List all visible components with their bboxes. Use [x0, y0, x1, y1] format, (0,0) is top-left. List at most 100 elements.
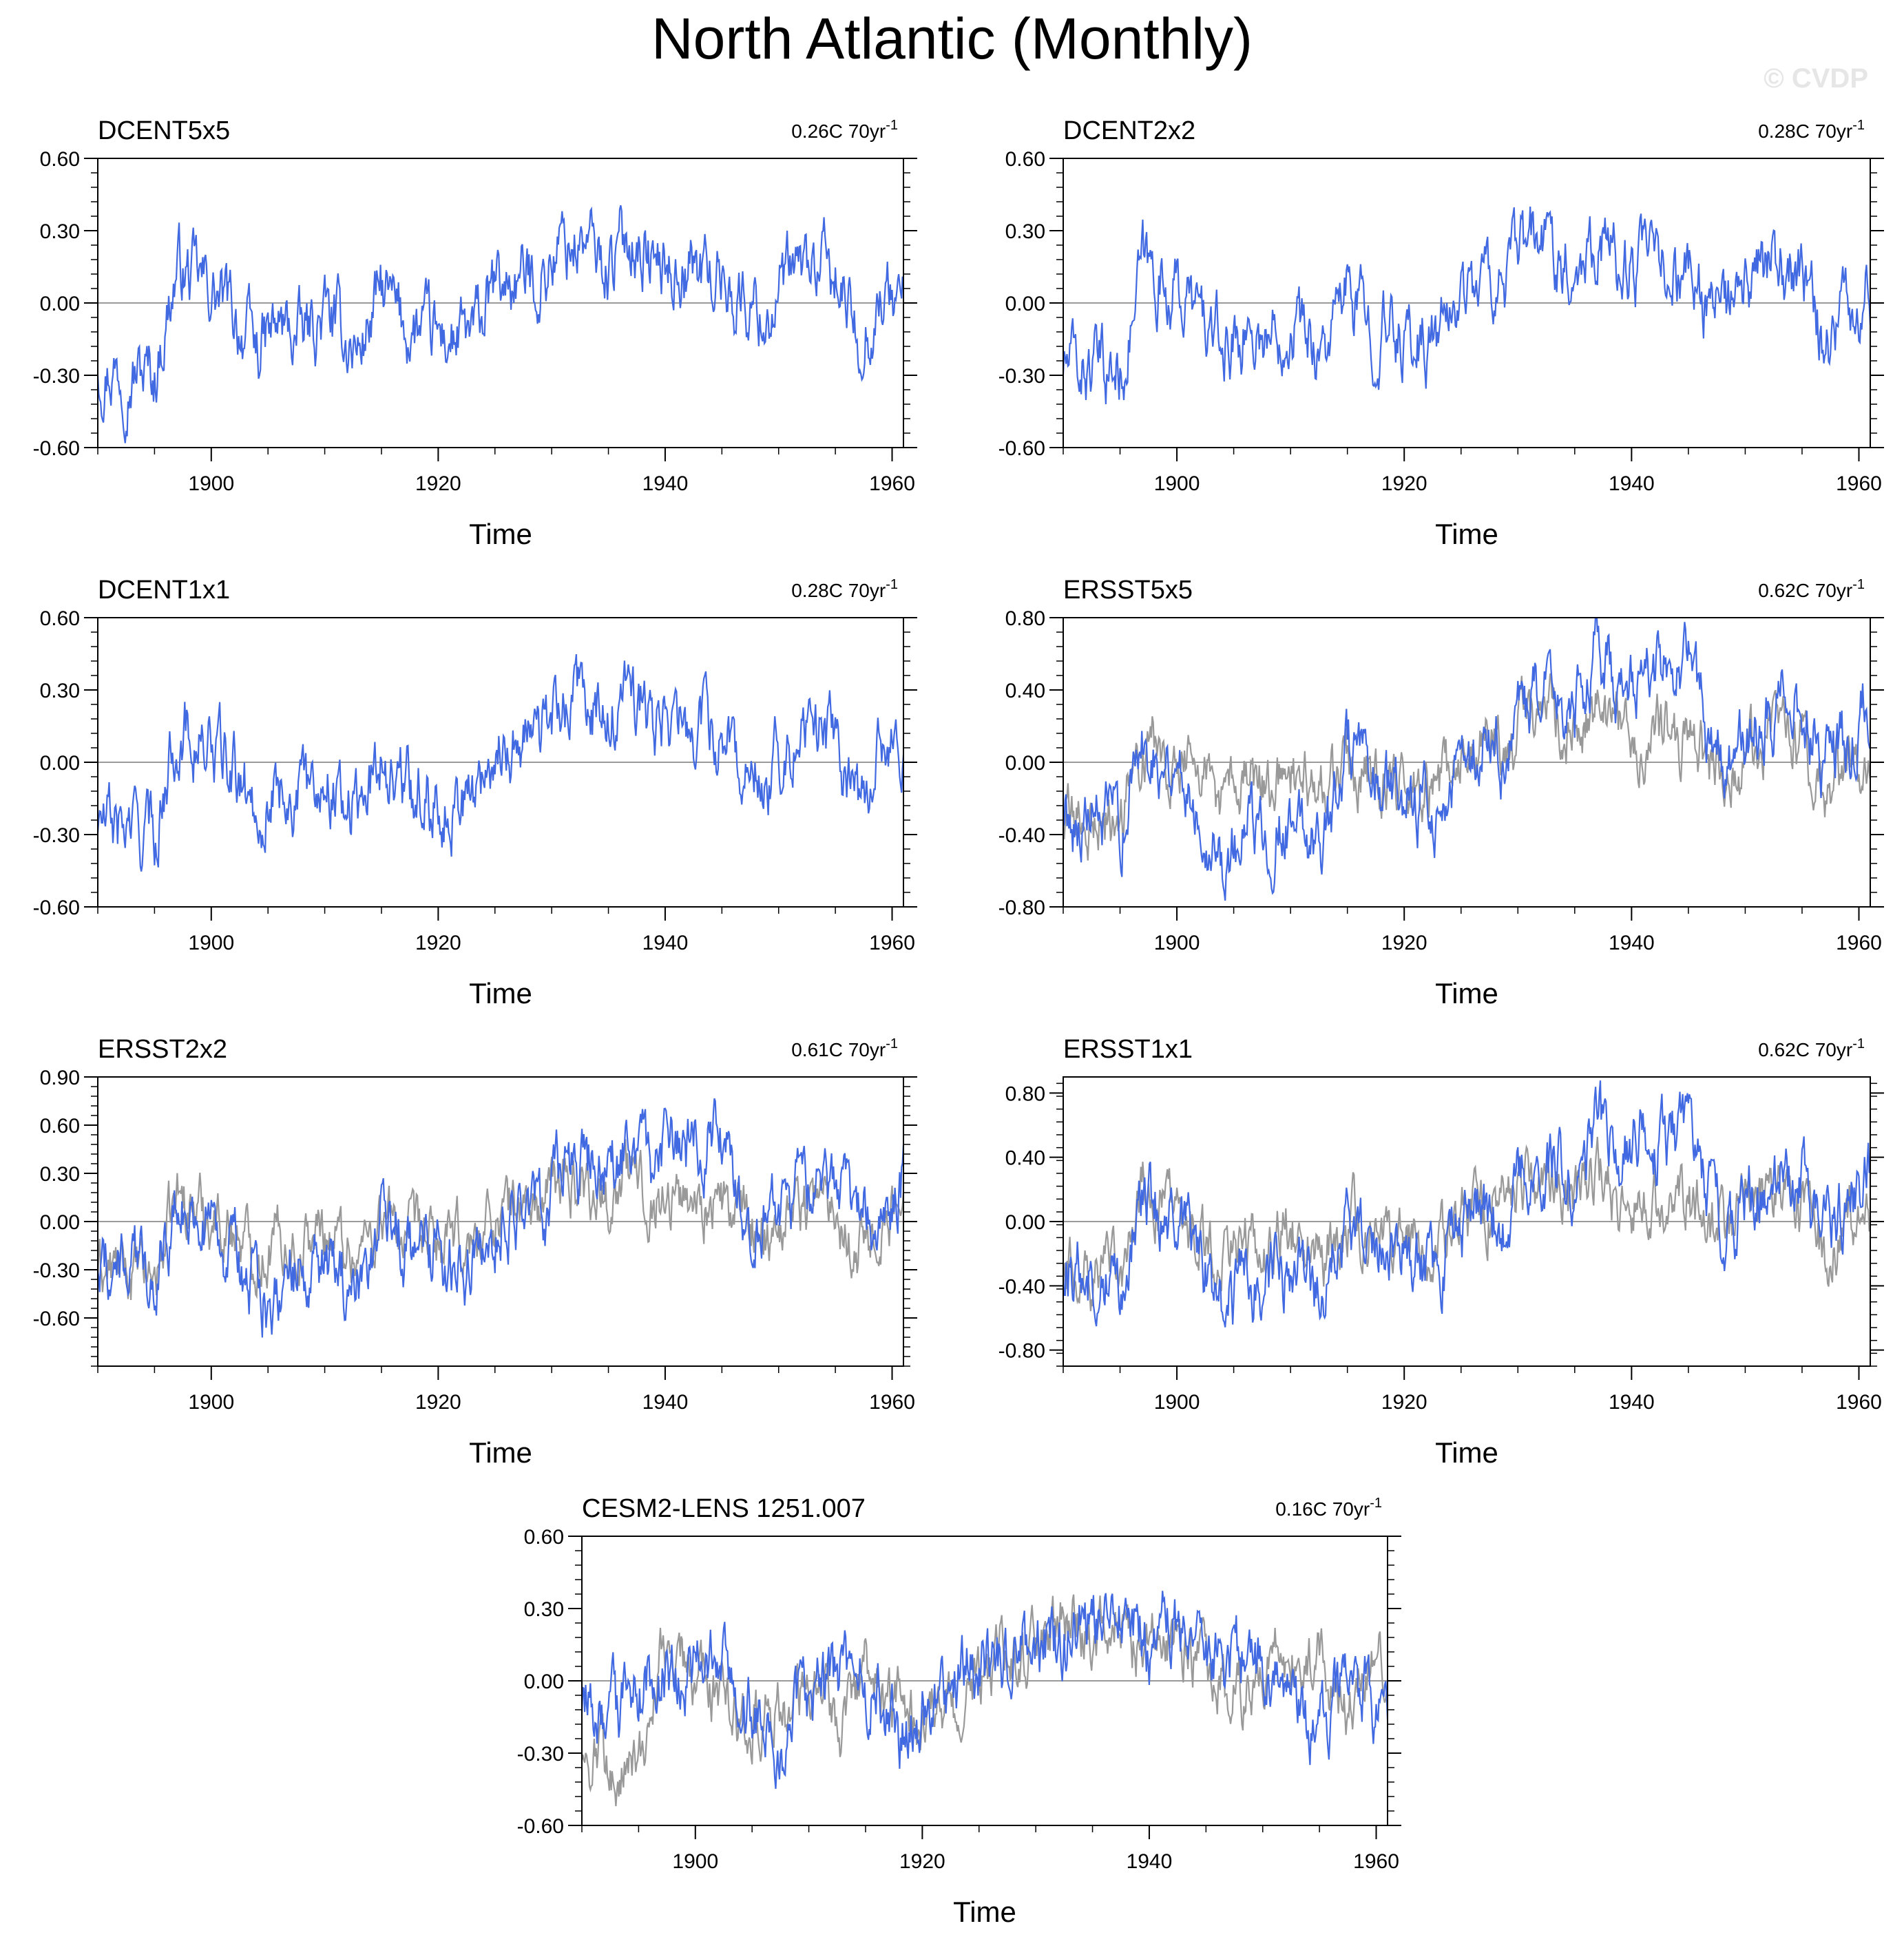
trend-label: 0.62C 70yr-1 — [1758, 1036, 1865, 1060]
x-tick-label: 1920 — [1381, 472, 1427, 495]
panel-title: ERSST2x2 — [98, 1035, 227, 1064]
panel-ersst5x5: ERSST5x5 0.62C 70yr-1 -0.80 -0.40 0.00 0.40 0.… — [998, 576, 1884, 1009]
panel-dcent1x1: DCENT1x1 0.28C 70yr-1 -0.60 -0.30 0.00 0.30 0.… — [33, 576, 917, 1009]
y-tick-label: -0.60 — [33, 897, 80, 919]
panel-ersst1x1: ERSST1x1 0.62C 70yr-1 -0.80 -0.40 0.00 0.40 0.… — [998, 1035, 1884, 1469]
y-tick-label: 0.30 — [1005, 220, 1045, 243]
x-tick-label: 1900 — [672, 1850, 718, 1873]
x-tick-label: 1940 — [642, 472, 689, 495]
series-line-dcent-reference- — [98, 1139, 903, 1301]
y-tick-label: 0.80 — [1005, 607, 1045, 630]
y-tick-label: 0.40 — [1005, 1147, 1045, 1170]
x-tick-label: 1940 — [1609, 1391, 1655, 1414]
series-line-ersst2x2 — [98, 1098, 903, 1338]
y-tick-label: 0.00 — [1005, 752, 1045, 775]
y-tick-label: -0.30 — [33, 1259, 80, 1282]
y-tick-label: 0.30 — [524, 1598, 564, 1621]
y-tick-label: -0.80 — [998, 1340, 1045, 1363]
x-tick-label: 1920 — [415, 932, 461, 954]
x-tick-label: 1960 — [1836, 472, 1882, 495]
panel-title: CESM2-LENS 1251.007 — [582, 1494, 866, 1523]
trend-label: 0.16C 70yr-1 — [1275, 1496, 1382, 1520]
x-tick-label: 1920 — [1381, 932, 1427, 954]
y-tick-label: 0.30 — [40, 1163, 80, 1186]
x-axis-label: Time — [469, 518, 532, 550]
y-tick-label: -0.60 — [33, 437, 80, 460]
x-tick-label: 1940 — [1609, 932, 1655, 954]
y-tick-label: -0.60 — [517, 1815, 564, 1838]
y-tick-label: 0.00 — [524, 1671, 564, 1693]
x-tick-label: 1960 — [1836, 1391, 1882, 1414]
x-tick-label: 1960 — [1353, 1850, 1399, 1873]
y-tick-label: 0.00 — [1005, 1211, 1045, 1234]
x-tick-label: 1960 — [869, 932, 915, 954]
y-tick-label: -0.30 — [998, 365, 1045, 388]
panel-cesm2-lens-1251-007: CESM2-LENS 1251.007 0.16C 70yr-1 -0.60 -0.3… — [517, 1494, 1401, 1928]
series-line-ersst5x5 — [1063, 618, 1870, 901]
panel-title: ERSST5x5 — [1063, 576, 1193, 605]
x-tick-label: 1940 — [1609, 472, 1655, 495]
y-tick-label: -0.30 — [517, 1743, 564, 1766]
y-tick-label: 0.30 — [40, 220, 80, 243]
y-tick-label: -0.40 — [998, 1275, 1045, 1298]
panel-dcent2x2: DCENT2x2 0.28C 70yr-1 -0.60 -0.30 0.00 0.30 0.… — [998, 116, 1884, 550]
x-tick-label: 1900 — [188, 472, 234, 495]
x-tick-label: 1920 — [415, 472, 461, 495]
x-tick-label: 1900 — [1154, 472, 1200, 495]
x-axis-label: Time — [953, 1896, 1016, 1928]
y-tick-label: 0.60 — [40, 1115, 80, 1138]
x-tick-label: 1920 — [415, 1391, 461, 1414]
series-line-dcent5x5 — [98, 205, 903, 443]
panel-dcent5x5: DCENT5x5 0.26C 70yr-1 -0.60 -0.30 0.00 0.30 0.… — [33, 116, 917, 550]
y-tick-label: -0.30 — [33, 365, 80, 388]
x-tick-label: 1900 — [1154, 932, 1200, 954]
x-axis-label: Time — [469, 977, 532, 1009]
y-tick-label: 0.00 — [1005, 293, 1045, 315]
y-tick-label: -0.60 — [33, 1308, 80, 1330]
x-tick-label: 1900 — [188, 932, 234, 954]
x-tick-label: 1920 — [1381, 1391, 1427, 1414]
y-tick-label: -0.60 — [998, 437, 1045, 460]
series-line-dcent1x1 — [98, 653, 903, 872]
panel-title: DCENT2x2 — [1063, 116, 1195, 145]
panel-title: DCENT5x5 — [98, 116, 230, 145]
x-tick-label: 1960 — [869, 472, 915, 495]
y-tick-label: 0.60 — [40, 607, 80, 630]
y-tick-label: -0.30 — [33, 824, 80, 847]
y-tick-label: 0.90 — [40, 1067, 80, 1089]
series-line-dcent-reference- — [1063, 1137, 1870, 1312]
x-axis-label: Time — [469, 1436, 532, 1469]
x-axis-label: Time — [1435, 1436, 1498, 1469]
y-tick-label: -0.80 — [998, 897, 1045, 919]
panel-title: DCENT1x1 — [98, 576, 230, 605]
panel-ersst2x2: ERSST2x2 0.61C 70yr-1 -0.60 -0.30 0.00 0.30 0.… — [33, 1035, 917, 1469]
trend-label: 0.26C 70yr-1 — [791, 118, 898, 142]
y-tick-label: 0.00 — [40, 752, 80, 775]
x-axis-label: Time — [1435, 977, 1498, 1009]
y-tick-label: 0.80 — [1005, 1082, 1045, 1105]
x-tick-label: 1900 — [1154, 1391, 1200, 1414]
trend-label: 0.62C 70yr-1 — [1758, 577, 1865, 601]
x-axis-label: Time — [1435, 518, 1498, 550]
series-line-dcent2x2 — [1063, 206, 1870, 405]
x-tick-label: 1940 — [642, 1391, 689, 1414]
watermark: © CVDP — [1764, 63, 1868, 94]
trend-label: 0.28C 70yr-1 — [791, 577, 898, 601]
y-tick-label: 0.60 — [524, 1526, 564, 1549]
x-tick-label: 1900 — [188, 1391, 234, 1414]
x-tick-label: 1960 — [869, 1391, 915, 1414]
y-tick-label: -0.40 — [998, 824, 1045, 847]
trend-label: 0.28C 70yr-1 — [1758, 118, 1865, 142]
x-tick-label: 1920 — [899, 1850, 945, 1873]
trend-label: 0.61C 70yr-1 — [791, 1036, 898, 1060]
series-line-ersst1x1 — [1063, 1080, 1870, 1328]
x-tick-label: 1960 — [1836, 932, 1882, 954]
series-line-dcent-reference- — [1063, 671, 1870, 861]
y-tick-label: 0.60 — [40, 148, 80, 171]
y-tick-label: 0.60 — [1005, 148, 1045, 171]
y-tick-label: 0.00 — [40, 1211, 80, 1234]
series-line-cesm2-lens-1251-007 — [582, 1591, 1388, 1789]
x-tick-label: 1940 — [1127, 1850, 1173, 1873]
panel-title: ERSST1x1 — [1063, 1035, 1193, 1064]
